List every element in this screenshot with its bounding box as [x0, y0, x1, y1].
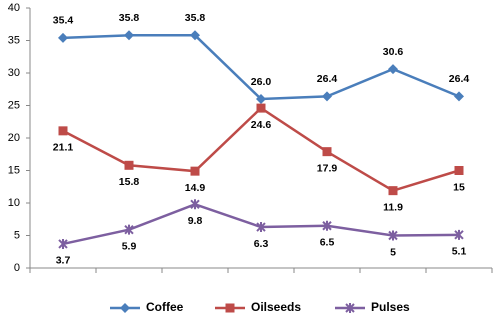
data-label: 5.1: [452, 246, 467, 258]
y-tick-label: 30: [8, 67, 20, 79]
point: [388, 64, 398, 75]
y-tick-label: 15: [8, 164, 20, 176]
data-label: 26.4: [449, 73, 470, 85]
y-tick-label: 10: [8, 197, 20, 209]
data-label: 35.8: [185, 12, 206, 24]
point: [454, 229, 464, 240]
point: [454, 166, 464, 175]
legend-marker: [225, 303, 235, 313]
data-label: 26.0: [251, 76, 272, 88]
y-tick-label: 35: [8, 34, 20, 46]
point: [454, 91, 464, 102]
data-label: 21.1: [53, 142, 74, 154]
data-label: 14.9: [185, 182, 206, 194]
point: [58, 126, 68, 136]
data-label: 5.9: [122, 240, 137, 252]
point: [190, 166, 200, 176]
legend-label: Pulses: [371, 300, 410, 314]
point: [58, 238, 68, 249]
data-label: 26.4: [317, 73, 338, 85]
point: [388, 186, 398, 196]
data-label: 3.7: [56, 255, 71, 267]
data-label: 24.6: [251, 119, 272, 131]
point: [256, 94, 266, 104]
data-label: 9.8: [188, 215, 203, 227]
point: [190, 199, 200, 210]
y-tick-label: 5: [14, 229, 20, 241]
point: [190, 30, 200, 41]
point: [256, 222, 266, 233]
point: [388, 230, 398, 241]
y-tick-label: 20: [8, 132, 20, 144]
legend-label: Coffee: [146, 300, 184, 314]
data-label: 35.4: [53, 15, 74, 27]
legend-marker: [120, 303, 130, 313]
data-label: 15: [453, 181, 465, 193]
point: [124, 224, 134, 235]
point: [58, 32, 68, 43]
point: [124, 30, 134, 41]
point: [322, 91, 332, 102]
legend-marker: [345, 303, 355, 313]
data-label: 15.8: [119, 176, 140, 188]
y-tick-label: 40: [8, 2, 20, 14]
point: [124, 160, 134, 170]
point: [322, 147, 332, 157]
series-line: [62, 34, 460, 101]
y-tick-label: 0: [14, 262, 20, 274]
data-label: 35.8: [119, 12, 140, 24]
data-label: 5: [390, 246, 396, 258]
data-label: 6.3: [254, 238, 269, 250]
data-label: 17.9: [317, 162, 338, 174]
legend-label: Oilseeds: [251, 300, 301, 314]
y-tick-label: 25: [8, 99, 20, 111]
data-label: 6.5: [320, 237, 335, 249]
point: [256, 103, 266, 113]
data-label: 30.6: [383, 46, 404, 58]
data-label: 11.9: [383, 201, 403, 213]
point: [322, 220, 332, 231]
